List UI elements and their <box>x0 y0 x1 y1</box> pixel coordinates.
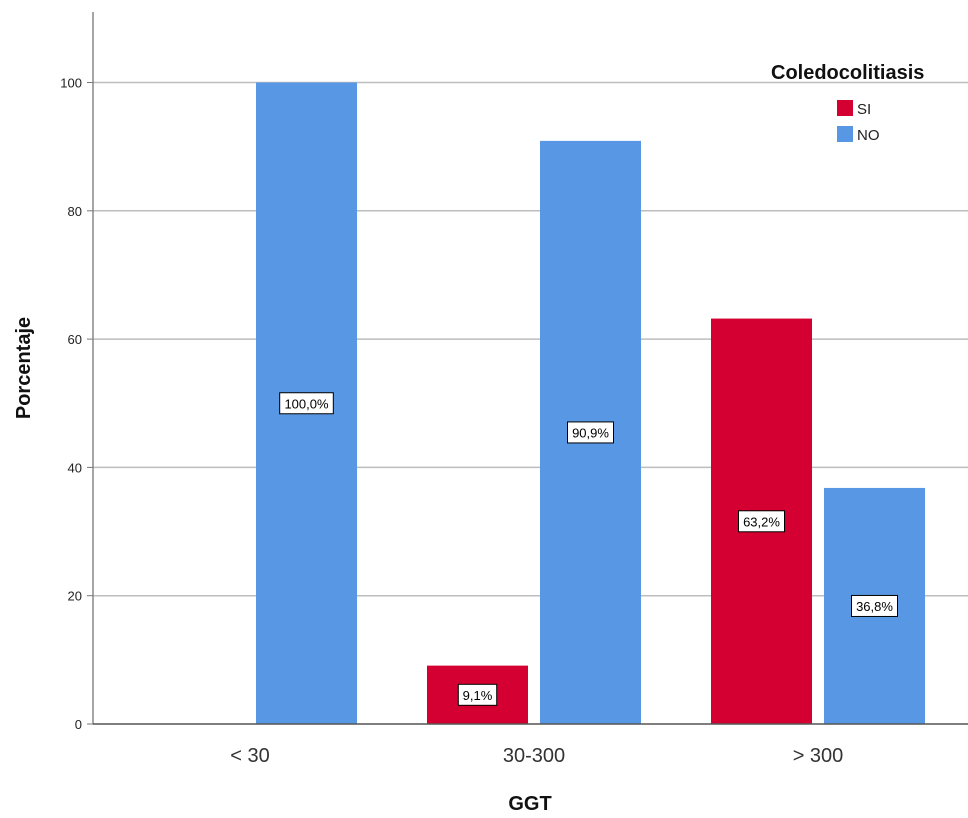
x-category-label: > 300 <box>793 745 844 767</box>
data-label-box <box>279 392 334 415</box>
y-tick-label: 40 <box>68 460 82 475</box>
y-tick-label: 80 <box>68 204 82 219</box>
data-label-box <box>851 594 898 617</box>
x-category-label: 30-300 <box>503 745 565 767</box>
data-labels: 100,0% 9,1% 90,9% 63,2% 36,8% <box>279 392 898 706</box>
legend-title: Coledocolitiasis <box>771 62 924 84</box>
data-label-box <box>457 683 498 706</box>
data-label: 9,1% <box>463 688 493 703</box>
legend-label-si: SI <box>857 101 871 118</box>
x-tick-labels: < 30 30-300 > 300 <box>230 745 843 767</box>
gridlines <box>93 81 968 597</box>
data-label: 63,2% <box>743 514 780 529</box>
legend: Coledocolitiasis SI NO <box>771 62 924 144</box>
y-tick-label: 20 <box>68 589 82 604</box>
y-tick-label: 0 <box>75 717 82 732</box>
axes <box>92 12 968 725</box>
data-label: 90,9% <box>572 425 609 440</box>
y-axis-title: Porcentaje <box>13 317 35 419</box>
data-label: 100,0% <box>284 396 329 411</box>
data-label-box <box>738 510 785 533</box>
legend-items: SI NO <box>837 100 880 144</box>
bars <box>256 82 925 725</box>
x-axis-title: GGT <box>508 793 551 815</box>
x-category-label: < 30 <box>230 745 269 767</box>
legend-swatch-si <box>837 100 853 116</box>
y-tick-label: 60 <box>68 332 82 347</box>
data-label: 36,8% <box>856 599 893 614</box>
legend-label-no: NO <box>857 127 880 144</box>
y-tick-labels: 0 20 40 60 80 100 <box>60 76 93 732</box>
data-label-box <box>567 421 614 444</box>
legend-swatch-no <box>837 126 853 142</box>
y-tick-label: 100 <box>60 76 82 91</box>
